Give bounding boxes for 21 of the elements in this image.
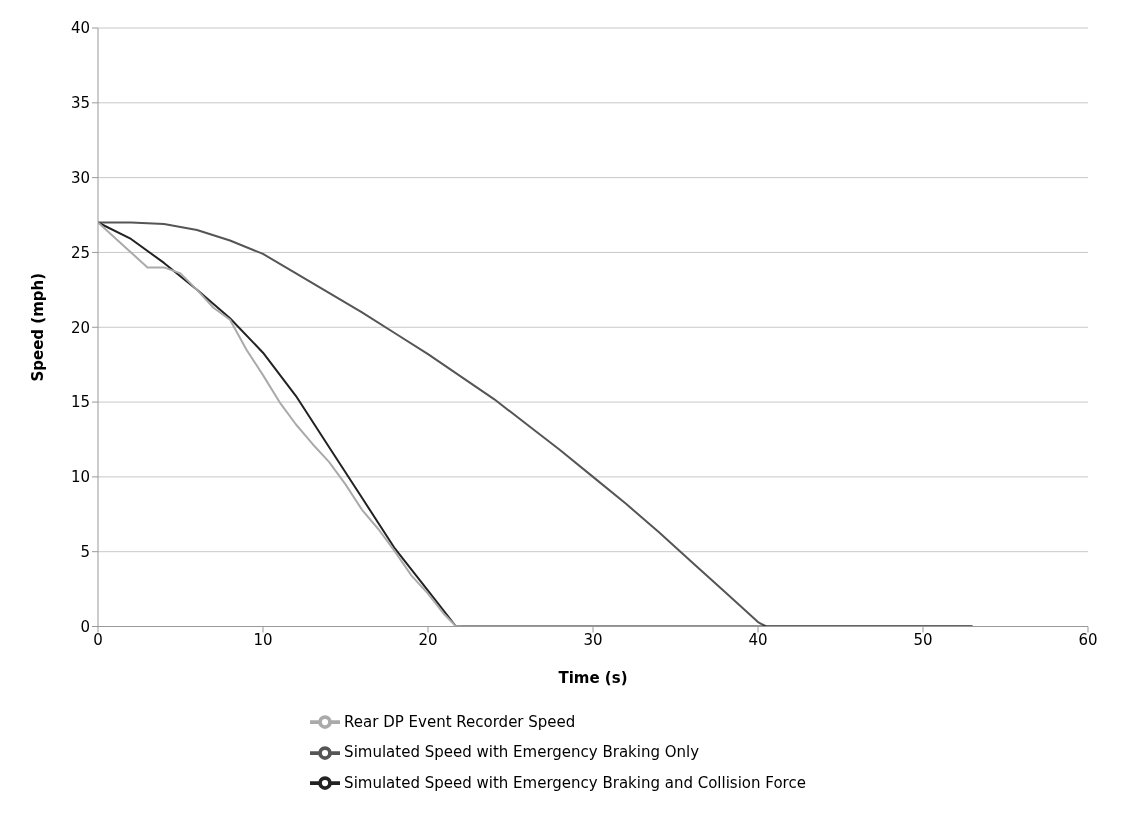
x-tick-label: 50	[913, 631, 933, 650]
x-tick-label: 0	[93, 631, 103, 650]
y-tick-label: 40	[70, 19, 90, 38]
x-tick-label: 60	[1078, 631, 1098, 650]
y-tick-label: 15	[70, 393, 90, 412]
x-tick-label: 20	[418, 631, 438, 650]
x-tick-label: 30	[583, 631, 603, 650]
y-tick-label: 20	[70, 318, 90, 337]
y-tick-label: 25	[70, 243, 90, 262]
y-tick-label: 0	[80, 617, 90, 636]
y-tick-label: 5	[80, 543, 90, 562]
y-tick-label: 30	[70, 168, 90, 187]
legend-label: Simulated Speed with Emergency Braking and Collision Force	[344, 773, 806, 792]
legend-label: Rear DP Event Recorder Speed	[344, 712, 576, 731]
y-tick-label: 35	[70, 94, 90, 113]
legend-label: Simulated Speed with Emergency Braking Only	[344, 743, 700, 761]
x-tick-label: 10	[253, 631, 273, 650]
x-tick-label: 40	[748, 631, 768, 650]
x-axis-title: Time (s)	[558, 668, 628, 687]
y-axis-title: Speed (mph)	[29, 272, 48, 382]
y-tick-label: 10	[70, 468, 90, 487]
